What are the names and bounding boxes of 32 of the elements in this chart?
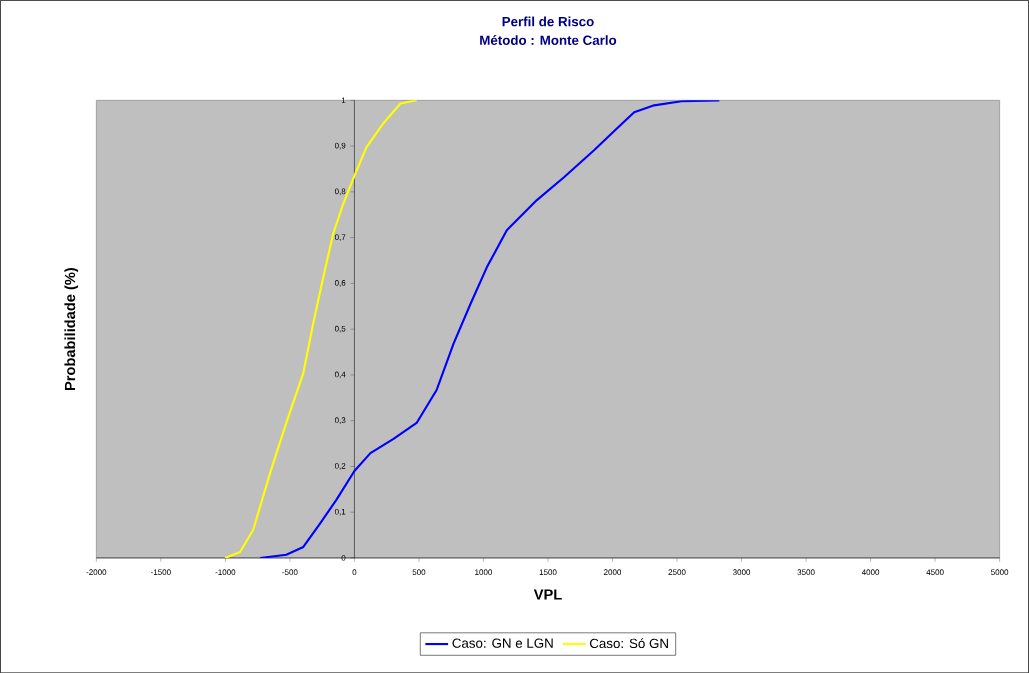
y-tick-label: 0,4 [334,371,346,379]
y-tick-label: 0 [341,555,346,561]
x-tick-label: 2000 [604,569,622,575]
y-tick-label: 0,8 [334,188,346,196]
legend-label: Caso: Só GN [589,638,668,648]
y-tick-label: 0,1 [334,508,346,516]
x-axis-title: VPL [533,589,562,600]
x-tick-label: -500 [282,569,298,575]
x-tick-label: -2000 [86,569,107,575]
y-tick-label: 0,5 [334,325,346,333]
x-tick-label: 4500 [926,569,944,575]
x-tick-label: 3500 [797,569,815,575]
x-tick-label: 1500 [539,569,557,575]
legend-label: Caso: GN e LGN [452,638,553,648]
x-tick-label: 4000 [861,569,880,575]
x-tick-label: 500 [412,569,426,575]
y-tick-label: 0,7 [334,234,346,241]
x-tick-label: 3000 [732,569,751,575]
y-tick-label: 0,3 [334,417,346,424]
y-tick-label: 0,6 [334,279,346,287]
x-tick-label: -1500 [150,569,171,575]
y-tick-label: 1 [341,97,346,103]
x-tick-label: 5000 [991,569,1009,575]
y-axis-title: Probabilidade (%) [64,267,79,390]
y-tick-label: 0,9 [334,142,346,150]
x-tick-label: 0 [352,569,357,575]
chart-title: Perfil de Risco [502,16,594,27]
y-tick-label: 0,2 [334,463,346,470]
x-tick-label: 2500 [668,569,686,575]
x-tick-label: -1000 [215,569,236,575]
x-tick-label: 1000 [475,569,493,575]
chart-subtitle: Método : Monte Carlo [480,34,617,45]
